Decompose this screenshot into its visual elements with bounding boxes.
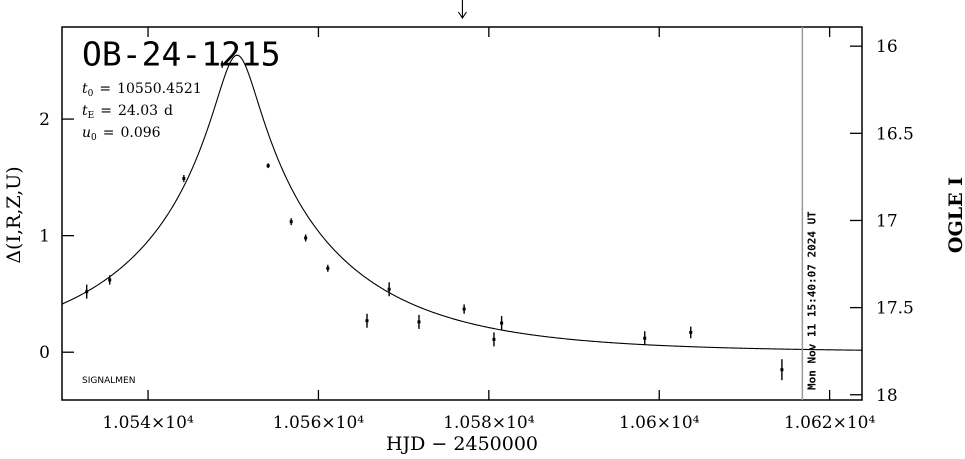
param-subscript: 0 — [91, 133, 97, 143]
data-point — [326, 266, 330, 270]
data-point — [492, 337, 496, 341]
data-point — [500, 321, 504, 325]
y2-tick-label: 17 — [876, 211, 898, 231]
arrow — [457, 0, 467, 19]
data-point — [780, 368, 784, 372]
y-tick-label: 0 — [39, 343, 50, 363]
param-symbol: u — [82, 125, 91, 141]
param-subscript: E — [88, 111, 95, 121]
plot-frame — [61, 26, 863, 401]
param-value: 0.096 — [121, 125, 161, 141]
param-symbol: t — [82, 81, 88, 97]
param-value: 10550.4521 — [117, 81, 202, 97]
data-point — [365, 319, 369, 323]
x-axis-label: HJD − 2450000 — [386, 433, 538, 455]
param-unit: d — [164, 103, 173, 119]
param-relation: = — [99, 81, 111, 97]
x-tick-label: 1.06×10⁴ — [619, 413, 700, 433]
data-point — [108, 278, 112, 282]
credit: SIGNALMEN — [82, 376, 135, 386]
x-tick-label: 1.054×10⁴ — [102, 413, 194, 433]
y2-tick-label: 17.5 — [876, 299, 914, 319]
data-point — [462, 307, 466, 311]
param-relation: = — [100, 103, 112, 119]
y-tick-label: 2 — [39, 110, 50, 130]
data-point — [304, 236, 308, 240]
model-curve — [62, 54, 862, 351]
param-subscript: 0 — [88, 89, 94, 99]
y2-axis-label: OGLE I — [945, 177, 965, 253]
y2-tick-label: 16.5 — [876, 124, 914, 144]
y-tick-label: 1 — [39, 227, 50, 247]
x-tick-label: 1.056×10⁴ — [273, 413, 365, 433]
data-point — [689, 330, 693, 334]
data-point — [387, 287, 391, 291]
y-axis-label: Δ(I,R,Z,U) — [3, 166, 25, 263]
data-point — [85, 290, 89, 294]
data-point — [289, 220, 293, 224]
x-tick-label: 1.058×10⁴ — [443, 413, 535, 433]
param-symbol: t — [82, 103, 88, 119]
data-point — [266, 164, 270, 168]
data-point — [220, 62, 224, 66]
x-tick-label: 1.062×10⁴ — [784, 413, 876, 433]
param-relation: = — [103, 125, 115, 141]
model-param: u0 = 0.096 — [82, 125, 161, 143]
model-param: tE = 24.03 d — [82, 103, 173, 121]
data-point — [643, 336, 647, 340]
chart-title: OB-24-1215 — [82, 35, 281, 74]
y2-tick-label: 16 — [876, 37, 898, 57]
model-param: t0 = 10550.4521 — [82, 81, 202, 99]
y2-tick-label: 18 — [876, 386, 898, 406]
param-value: 24.03 — [118, 103, 158, 119]
data-point — [182, 177, 186, 181]
data-point — [417, 320, 421, 324]
date-label: Mon Nov 11 15:40:07 2024 UT — [805, 211, 818, 390]
